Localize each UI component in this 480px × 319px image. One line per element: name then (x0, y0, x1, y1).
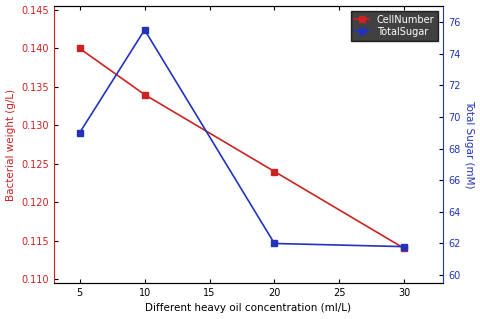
TotalSugar (142, 28, 147, 32)
Line: TotalSugar: TotalSugar (77, 27, 407, 249)
TotalSugar (272, 241, 277, 245)
TotalSugar (401, 245, 407, 249)
Y-axis label: Bacterial weight (g/L): Bacterial weight (g/L) (6, 89, 15, 201)
X-axis label: Different heavy oil concentration (ml/L): Different heavy oil concentration (ml/L) (145, 303, 351, 314)
TotalSugar (77, 131, 83, 135)
Y-axis label: Total Sugar (mM): Total Sugar (mM) (465, 100, 474, 189)
Line: CellNumber: CellNumber (77, 46, 407, 251)
CellNumber (272, 170, 277, 174)
CellNumber (401, 247, 407, 250)
CellNumber (77, 47, 83, 50)
CellNumber (142, 93, 147, 97)
Legend: CellNumber, TotalSugar: CellNumber, TotalSugar (350, 11, 438, 41)
